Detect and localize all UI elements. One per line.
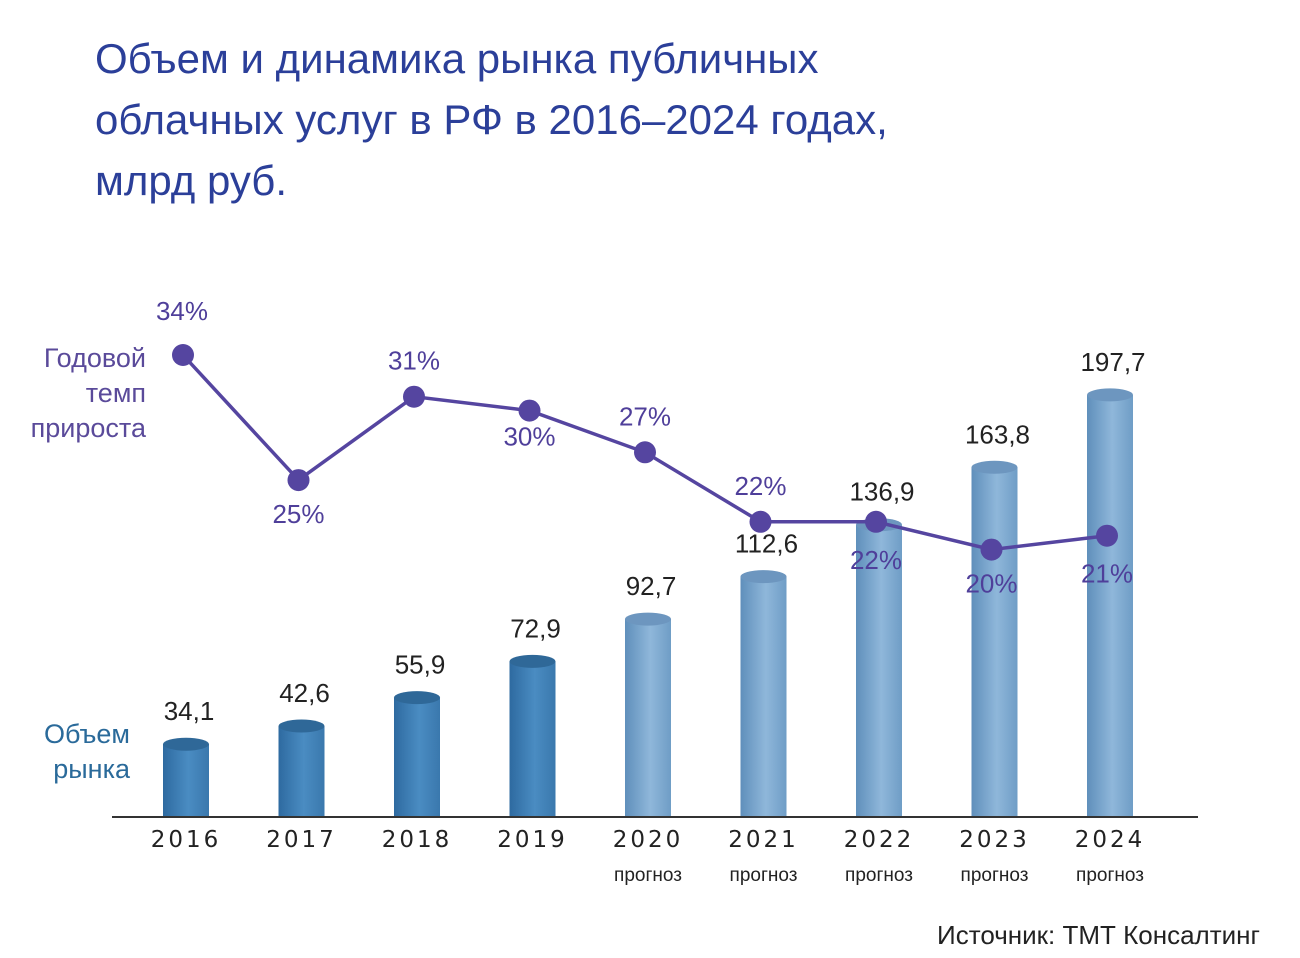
bar-value-label-2018: 55,9 — [395, 650, 446, 680]
x-tick-label-2019: 2019 — [497, 827, 568, 853]
bar-2018 — [394, 691, 440, 817]
x-tick-label-2018: 2018 — [382, 827, 453, 853]
rate-point-2024 — [1096, 524, 1118, 547]
rate-label-2018: 31% — [388, 346, 440, 376]
rate-label-2023: 20% — [965, 569, 1017, 599]
x-tick-label-2023: 2023 — [959, 827, 1030, 853]
forecast-note-2024: прогноз — [1076, 865, 1144, 886]
rate-label-2016: 34% — [156, 296, 208, 326]
bar-value-label-2017: 42,6 — [279, 678, 330, 708]
bar-2020 — [625, 612, 671, 817]
rate-label-2022: 22% — [850, 545, 902, 575]
forecast-note-2023: прогноз — [961, 865, 1029, 886]
rate-point-2017 — [287, 469, 310, 492]
bar-value-label-2020: 92,7 — [626, 571, 677, 601]
bar-value-label-2023: 163,8 — [965, 419, 1030, 449]
rate-label-2024: 21% — [1081, 559, 1133, 589]
rate-point-2019 — [518, 399, 541, 422]
x-tick-label-2022: 2022 — [844, 827, 915, 853]
bar-2021 — [740, 570, 787, 817]
bar-2024 — [1087, 388, 1133, 817]
rate-point-2016 — [172, 344, 194, 366]
rate-point-2018 — [403, 385, 425, 408]
bar-value-label-2022: 136,9 — [849, 477, 914, 507]
rate-point-2022 — [865, 510, 887, 533]
bar-2017 — [278, 719, 325, 817]
rate-label-2017: 25% — [272, 499, 324, 529]
bar-2019 — [509, 654, 556, 817]
rate-label-2019: 30% — [503, 422, 555, 452]
rate-point-2020 — [634, 441, 656, 464]
forecast-note-2022: прогноз — [845, 865, 913, 886]
x-tick-label-2021: 2021 — [728, 827, 799, 853]
bar-value-label-2021: 112,6 — [735, 529, 798, 559]
source-note: Источник: ТМТ Консалтинг — [937, 920, 1260, 950]
forecast-note-2021: прогноз — [730, 865, 798, 886]
rate-label-2021: 22% — [734, 471, 786, 501]
x-tick-label-2017: 2017 — [266, 827, 337, 853]
bar-2016 — [163, 737, 209, 817]
x-tick-label-2024: 2024 — [1075, 827, 1146, 853]
rate-point-2021 — [749, 510, 772, 533]
rate-label-2020: 27% — [619, 401, 671, 431]
growth-rate-label: Годовой темп прироста — [30, 343, 146, 443]
bar-value-label-2024: 197,7 — [1080, 347, 1145, 377]
bar-2023 — [971, 460, 1018, 817]
rate-point-2023 — [980, 538, 1003, 561]
bar-value-label-2019: 72,9 — [510, 613, 561, 643]
x-tick-label-2020: 2020 — [613, 827, 684, 853]
bar-value-label-2016: 34,1 — [164, 696, 215, 726]
chart-title: Объем и динамика рынка публичных облачны… — [95, 35, 888, 204]
market-volume-label: Объем рынка — [43, 719, 130, 784]
forecast-note-2020: прогноз — [614, 865, 682, 886]
x-tick-label-2016: 2016 — [151, 827, 222, 853]
